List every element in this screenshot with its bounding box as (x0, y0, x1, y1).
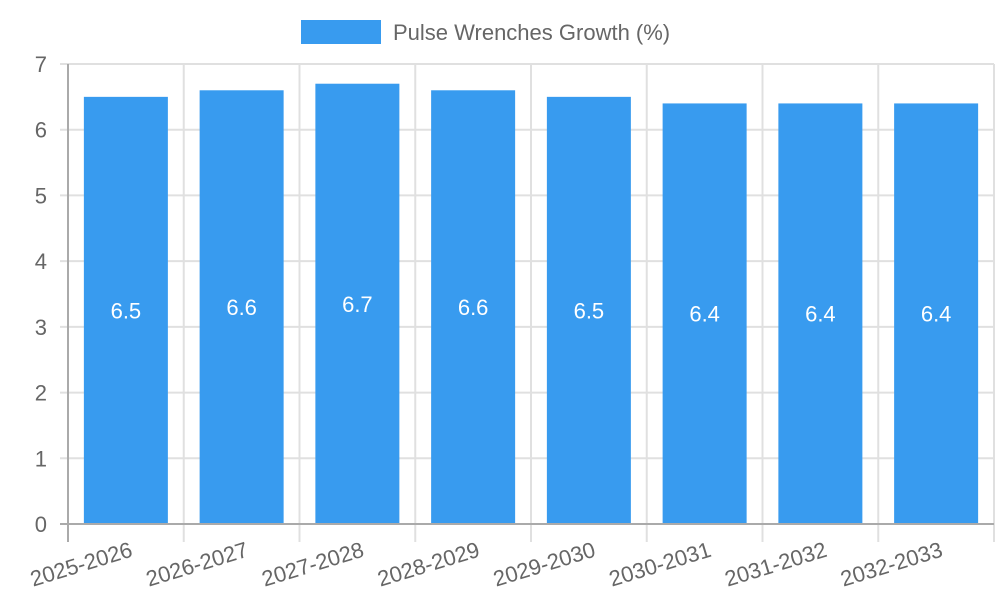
bar[interactable] (662, 103, 747, 524)
bar-value-label: 6.4 (689, 302, 720, 327)
y-tick-label: 0 (35, 512, 47, 537)
bar[interactable] (546, 96, 631, 524)
bar-value-label: 6.6 (458, 295, 489, 320)
x-tick-label: 2030-2031 (606, 537, 714, 592)
bar[interactable] (315, 83, 400, 524)
x-tick-label: 2025-2026 (27, 537, 135, 592)
bar[interactable] (431, 90, 516, 525)
y-tick-label: 1 (35, 446, 47, 471)
bar-group[interactable]: 6.4 (662, 103, 747, 524)
y-axis-ticks: 0 1 2 3 4 5 6 7 (35, 52, 47, 537)
y-tick-label: 4 (35, 249, 47, 274)
x-axis-ticks: 2025-2026 2026-2027 2027-2028 2028-2029 2029… (27, 537, 945, 592)
x-tick-label: 2027-2028 (259, 537, 367, 592)
y-tick-label: 7 (35, 52, 47, 77)
x-tick-label: 2029-2030 (490, 537, 598, 592)
axes (60, 64, 994, 542)
legend[interactable]: Pulse Wrenches Growth (%) (301, 20, 670, 45)
bar-group[interactable]: 6.6 (431, 90, 516, 525)
x-tick-label: 2032-2033 (838, 537, 946, 592)
bar[interactable] (83, 96, 168, 524)
x-tick-label: 2028-2029 (375, 537, 483, 592)
y-tick-label: 3 (35, 315, 47, 340)
bar-group[interactable]: 6.4 (778, 103, 863, 524)
legend-label: Pulse Wrenches Growth (%) (393, 20, 670, 45)
bar-group[interactable]: 6.5 (546, 96, 631, 524)
x-tick-label: 2031-2032 (722, 537, 830, 592)
bar[interactable] (778, 103, 863, 524)
bar-group[interactable]: 6.7 (315, 83, 400, 524)
legend-swatch (301, 20, 381, 44)
y-tick-label: 6 (35, 118, 47, 143)
bar-value-label: 6.4 (921, 302, 952, 327)
bar[interactable] (894, 103, 979, 524)
bar-value-label: 6.7 (342, 292, 373, 317)
bar-value-label: 6.5 (111, 298, 142, 323)
bar-group[interactable]: 6.5 (83, 96, 168, 524)
bar-group[interactable]: 6.6 (199, 90, 284, 525)
y-tick-label: 2 (35, 381, 47, 406)
y-tick-label: 5 (35, 183, 47, 208)
bar-value-label: 6.6 (226, 295, 257, 320)
bar-value-label: 6.5 (574, 298, 605, 323)
x-tick-label: 2026-2027 (143, 537, 251, 592)
bar-group[interactable]: 6.4 (894, 103, 979, 524)
bar[interactable] (199, 90, 284, 525)
bars: 6.5 6.6 6.7 6.6 6.5 6.4 6.4 6.4 (83, 83, 979, 525)
bar-value-label: 6.4 (805, 302, 836, 327)
